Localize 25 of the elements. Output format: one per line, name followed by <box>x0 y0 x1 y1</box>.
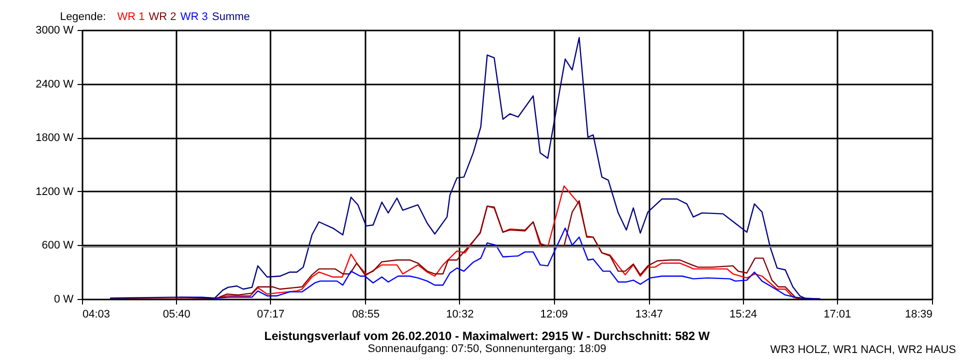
text: WR 2 <box>148 11 176 23</box>
legend-title: Legende: <box>60 11 106 23</box>
x-tick-label: 05:40 <box>162 308 190 320</box>
x-tick-label: 07:17 <box>256 308 285 320</box>
x-tick-label: 08:55 <box>352 308 380 320</box>
x-tick-label: 10:32 <box>446 308 474 320</box>
x-tick-label: 17:01 <box>824 308 852 320</box>
x-tick-label: 15:24 <box>730 308 758 320</box>
text: Sonnenaufgang: 07:50, Sonnenuntergang: 18:09 <box>368 343 606 355</box>
line-series <box>109 37 821 299</box>
x-tick-label: 13:47 <box>635 308 663 320</box>
x-tick-label: 18:39 <box>904 308 932 320</box>
text: WR3 HOLZ, WR1 NACH, WR2 HAUS <box>770 344 956 356</box>
y-tick-label: 1200 W <box>36 186 74 198</box>
x-tick-label: 12:09 <box>540 308 568 320</box>
text: Summe <box>212 11 250 23</box>
text: WR 3 <box>180 11 208 23</box>
text: WR 1 <box>117 11 145 23</box>
x-tick-label: 04:03 <box>82 308 110 320</box>
y-tick-label: 600 W <box>42 240 74 252</box>
y-tick-label: 3000 W <box>36 24 74 36</box>
y-tick-label: 1800 W <box>36 132 74 144</box>
y-tick-label: 0 W <box>54 294 74 306</box>
y-tick-label: 2400 W <box>36 78 74 90</box>
text: Leistungsverlauf vom 26.02.2010 - Maximalwert: 2915 W - Durchschnitt: 582 W <box>264 329 710 343</box>
